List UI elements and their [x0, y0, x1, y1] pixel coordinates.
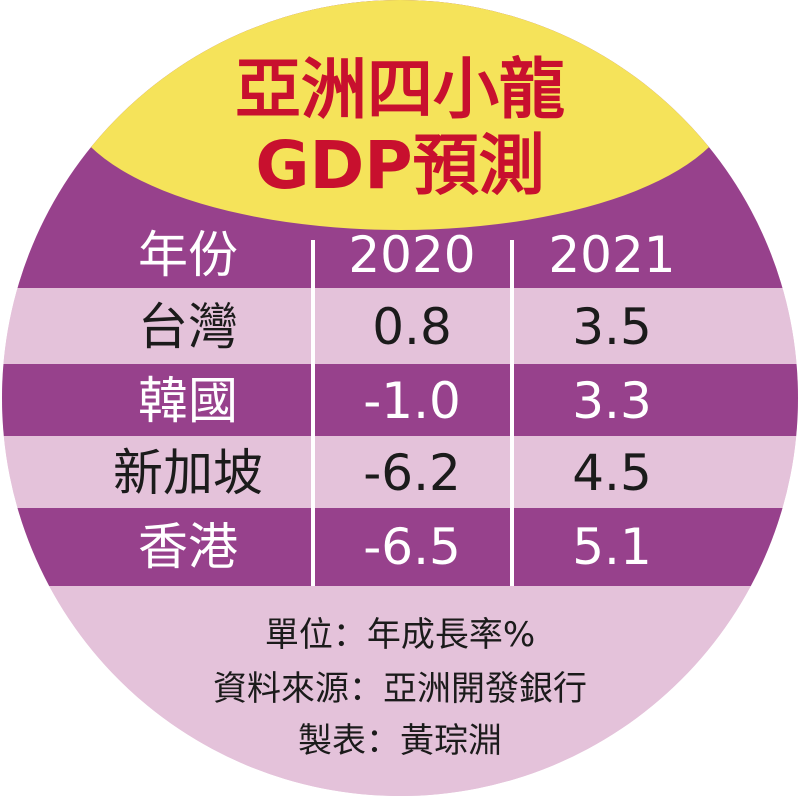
row-value-2021: 3.5: [572, 298, 652, 356]
row-value-2020: -1.0: [363, 372, 461, 430]
header-year-label: 年份: [138, 226, 238, 284]
row-name: 新加坡: [113, 444, 263, 502]
header-2020: 2020: [348, 226, 475, 284]
table-row: 台灣 0.8 3.5: [138, 298, 652, 356]
row-value-2020: -6.5: [363, 518, 461, 576]
row-band-4: [2, 508, 798, 586]
row-name: 韓國: [138, 372, 238, 430]
row-band-2: [2, 364, 798, 436]
title-line-2: GDP預測: [255, 127, 544, 204]
row-band-3: [2, 436, 798, 508]
source-note: 資料來源：亞洲開發銀行: [213, 669, 587, 709]
row-name: 台灣: [138, 298, 238, 356]
row-value-2020: 0.8: [372, 298, 452, 356]
title-line-1: 亞洲四小龍: [235, 51, 565, 128]
row-value-2021: 4.5: [572, 444, 652, 502]
row-band-1: [2, 288, 798, 364]
row-value-2020: -6.2: [363, 444, 461, 502]
table-row: 新加坡 -6.2 4.5: [113, 444, 652, 502]
author-note: 製表：黃琮淵: [298, 721, 502, 761]
header-2021: 2021: [548, 226, 675, 284]
row-name: 香港: [138, 518, 238, 576]
table-row: 韓國 -1.0 3.3: [138, 372, 652, 430]
unit-note: 單位：年成長率%: [265, 615, 535, 655]
row-value-2021: 5.1: [572, 518, 652, 576]
table-row: 香港 -6.5 5.1: [138, 518, 652, 576]
row-value-2021: 3.3: [572, 372, 652, 430]
